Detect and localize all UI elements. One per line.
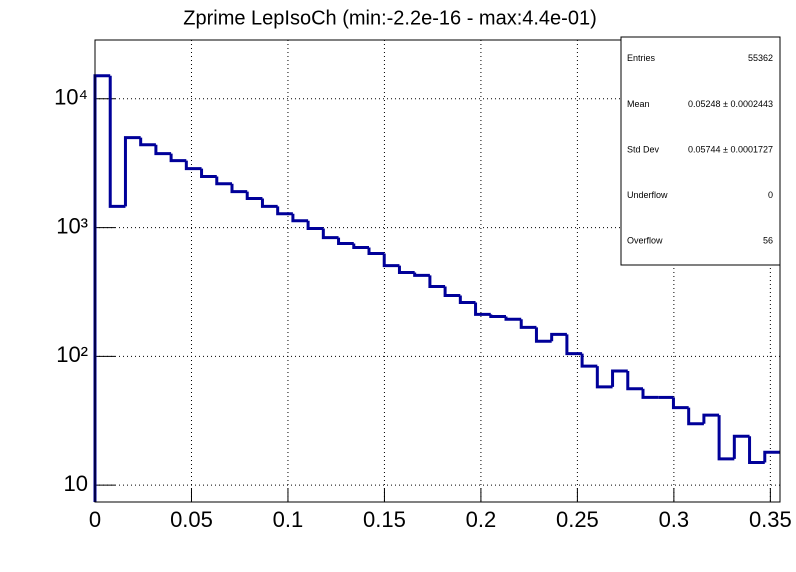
plot-frame bbox=[94, 39, 781, 503]
histogram-bin bbox=[321, 228, 339, 240]
histogram-bin bbox=[595, 366, 613, 389]
histogram-bin bbox=[123, 136, 141, 207]
histogram-bin bbox=[671, 397, 689, 410]
histogram-bin bbox=[534, 327, 552, 343]
stats-value: 56 bbox=[763, 236, 773, 246]
x-tick-label: 0.3 bbox=[659, 507, 690, 532]
stats-value: 0 bbox=[768, 190, 773, 200]
histogram-bin bbox=[306, 220, 324, 231]
histogram-bin bbox=[184, 160, 202, 171]
y-tick-label: 10² bbox=[56, 342, 88, 367]
x-tick-label: 0 bbox=[89, 507, 101, 532]
histogram-bin bbox=[550, 332, 567, 342]
x-tick-label: 0.25 bbox=[556, 507, 599, 532]
histogram-bin bbox=[413, 272, 430, 277]
histogram-bin bbox=[504, 316, 522, 321]
stats-value: 0.05248 ± 0.0002443 bbox=[688, 99, 773, 109]
histogram-bin bbox=[215, 176, 232, 186]
histogram-bin bbox=[200, 168, 217, 179]
histogram-bin bbox=[641, 388, 659, 399]
x-tick-label: 0.2 bbox=[466, 507, 497, 532]
histogram-bin bbox=[154, 144, 172, 156]
stats-label: Mean bbox=[627, 99, 650, 109]
histogram-bin bbox=[717, 415, 735, 461]
histogram-bin bbox=[108, 75, 126, 208]
histogram-bin bbox=[626, 370, 643, 391]
x-tick-label: 0.05 bbox=[170, 507, 213, 532]
histogram-bin bbox=[519, 319, 537, 329]
histogram-bin bbox=[489, 314, 506, 318]
histogram-bin bbox=[291, 213, 309, 223]
histogram-bin bbox=[276, 206, 293, 216]
y-tick-label: 10⁴ bbox=[54, 85, 88, 110]
histogram-bin bbox=[611, 369, 628, 387]
stats-value: 0.05744 ± 0.0001727 bbox=[688, 144, 773, 154]
histogram-bin bbox=[397, 265, 415, 274]
stats-label: Std Dev bbox=[627, 144, 660, 154]
histogram-bin bbox=[443, 286, 461, 297]
histogram-bin bbox=[580, 353, 598, 368]
x-tick-label: 0.15 bbox=[363, 507, 406, 532]
stats-label: Overflow bbox=[627, 236, 663, 246]
histogram-bin bbox=[352, 243, 369, 250]
histogram-bin bbox=[748, 436, 765, 464]
histogram-bin bbox=[139, 137, 156, 147]
histogram-bin bbox=[367, 247, 385, 256]
histogram-bin bbox=[687, 407, 704, 426]
stats-box bbox=[620, 36, 781, 266]
histogram-bin bbox=[702, 413, 720, 424]
histogram-bin bbox=[732, 434, 750, 459]
histogram-bin bbox=[337, 237, 354, 246]
histogram-bin bbox=[169, 153, 187, 163]
stats-label: Underflow bbox=[627, 190, 668, 200]
histogram-bin bbox=[428, 275, 446, 288]
histogram-bin bbox=[474, 302, 491, 316]
chart-title: Zprime LepIsoCh (min:-2.2e-16 - max:4.4e… bbox=[183, 7, 597, 29]
x-tick-label: 0.35 bbox=[749, 507, 792, 532]
histogram-bin bbox=[565, 334, 583, 356]
histogram-bin bbox=[458, 295, 476, 304]
stats-label: Entries bbox=[627, 53, 656, 63]
y-tick-label: 10 bbox=[64, 471, 88, 496]
y-tick-label: 10³ bbox=[56, 213, 88, 238]
histogram-bin bbox=[245, 191, 263, 201]
histogram-bin bbox=[260, 198, 278, 208]
histogram-bin bbox=[382, 253, 400, 268]
stats-value: 55362 bbox=[748, 53, 773, 63]
histogram-bin bbox=[763, 450, 780, 463]
x-tick-label: 0.1 bbox=[273, 507, 304, 532]
histogram-bin bbox=[230, 183, 248, 194]
